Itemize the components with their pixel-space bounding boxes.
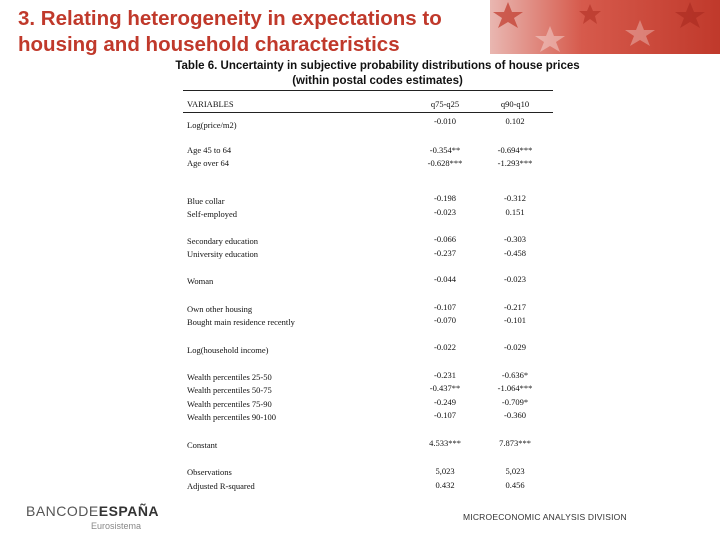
row-col1: -0.198 — [434, 193, 456, 203]
logo-text-light: BANCODE — [26, 503, 99, 519]
row-col2: -0.312 — [504, 193, 526, 203]
row-label: Wealth percentiles 50-75 — [187, 385, 272, 395]
row-col1: -0.628*** — [427, 158, 463, 168]
row-label: University education — [187, 249, 259, 259]
row-col1: 0.432 — [435, 480, 455, 490]
row-label: Own other housing — [187, 304, 253, 314]
row-col2: -0.029 — [504, 342, 526, 352]
row-label: Bought main residence recently — [187, 317, 295, 327]
row-label: Wealth percentiles 90-100 — [187, 412, 277, 422]
row-col2: -1.293*** — [497, 158, 533, 168]
row-label: Wealth percentiles 75-90 — [187, 399, 272, 409]
row-col1: -0.070 — [434, 315, 456, 325]
row-col2: -0.360 — [504, 410, 526, 420]
row-col2: -0.303 — [504, 234, 526, 244]
header-decoration — [490, 0, 720, 54]
row-col2: 0.456 — [505, 480, 525, 490]
row-col2: -0.101 — [504, 315, 526, 325]
row-col1: -0.023 — [434, 207, 456, 217]
stars-decoration-icon — [493, 2, 705, 52]
row-col2: -0.694*** — [497, 145, 533, 155]
row-col1: -0.237 — [434, 248, 456, 258]
row-col2: -1.064*** — [497, 383, 533, 393]
row-label: Blue collar — [187, 196, 225, 206]
row-label: Adjusted R-squared — [187, 481, 255, 491]
row-col2: 5,023 — [505, 466, 525, 476]
row-col1: -0.107 — [434, 410, 456, 420]
row-col2: 7.873*** — [499, 438, 531, 448]
row-label: Age over 64 — [187, 158, 230, 168]
bank-logo: BANCODEESPAÑA — [26, 503, 159, 519]
footer — [0, 492, 720, 540]
row-label: Self-employed — [187, 209, 238, 219]
header-col2: q90-q10 — [500, 99, 530, 109]
row-col1: -0.437** — [429, 383, 461, 393]
row-col1: 5,023 — [435, 466, 455, 476]
row-col1: -0.066 — [434, 234, 456, 244]
row-col1: -0.107 — [434, 302, 456, 312]
table-caption-line2: (within postal codes estimates) — [292, 75, 463, 87]
division-name: MICROECONOMIC ANALYSIS DIVISION — [463, 512, 627, 522]
row-col2: 0.102 — [505, 116, 525, 126]
row-label: Log(household income) — [187, 345, 269, 355]
row-col2: -0.217 — [504, 302, 526, 312]
row-label: Log(price/m2) — [187, 120, 237, 130]
row-col2: 0.151 — [505, 207, 525, 217]
logo-subtitle: Eurosistema — [91, 521, 142, 531]
row-label: Woman — [187, 276, 214, 286]
row-col2: -0.636* — [501, 370, 529, 380]
slide-title: 3. Relating heterogeneity in expectation… — [18, 7, 442, 56]
row-col1: -0.010 — [434, 116, 456, 126]
table-caption: Table 6. Uncertainty in subjective proba… — [140, 59, 615, 89]
header-col1: q75-q25 — [430, 99, 460, 109]
row-col2: -0.023 — [504, 274, 526, 284]
row-label: Constant — [187, 440, 218, 450]
logo-text-bold: ESPAÑA — [98, 503, 160, 519]
header-variables: VARIABLES — [187, 99, 234, 109]
row-col1: -0.354** — [429, 145, 461, 155]
row-col2: -0.709* — [501, 397, 529, 407]
row-col1: -0.249 — [434, 397, 456, 407]
table-header-rule — [183, 112, 553, 113]
row-col1: 4.533*** — [429, 438, 461, 448]
row-col2: -0.458 — [504, 248, 526, 258]
row-label: Observations — [187, 467, 232, 477]
row-label: Secondary education — [187, 236, 259, 246]
row-label: Wealth percentiles 25-50 — [187, 372, 272, 382]
row-col1: -0.044 — [434, 274, 456, 284]
table-caption-line1: Table 6. Uncertainty in subjective proba… — [175, 60, 580, 72]
table-top-rule — [183, 90, 553, 91]
row-label: Age 45 to 64 — [187, 145, 232, 155]
row-col1: -0.022 — [434, 342, 456, 352]
row-col1: -0.231 — [434, 370, 456, 380]
